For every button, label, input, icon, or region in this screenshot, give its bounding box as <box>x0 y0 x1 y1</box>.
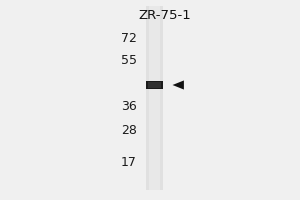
Text: 72: 72 <box>121 31 136 45</box>
Text: 36: 36 <box>121 100 136 114</box>
Bar <box>148 82 161 88</box>
Text: 28: 28 <box>121 124 136 138</box>
Bar <box>149 6 160 190</box>
Bar <box>146 6 163 190</box>
Text: ZR-75-1: ZR-75-1 <box>139 9 191 22</box>
Text: 17: 17 <box>121 156 136 169</box>
Bar <box>146 81 163 89</box>
Polygon shape <box>172 80 184 90</box>
Text: 55: 55 <box>121 54 136 68</box>
